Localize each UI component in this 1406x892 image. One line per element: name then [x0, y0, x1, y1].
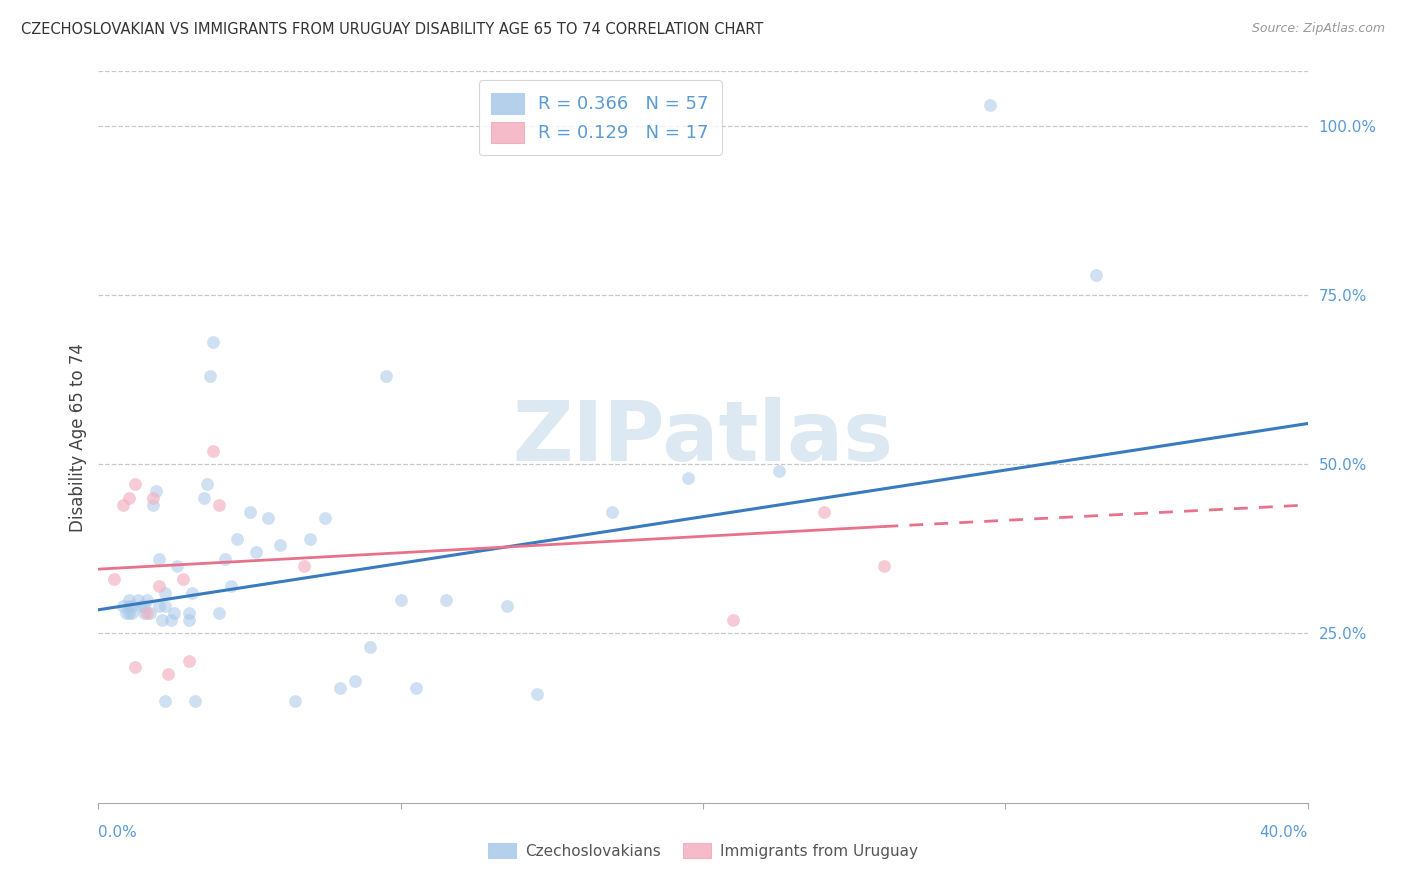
- Point: [405, 681, 427, 695]
- Point: [195, 477, 218, 491]
- Point: [177, 654, 201, 668]
- Point: [676, 471, 699, 485]
- Point: [344, 673, 367, 688]
- Text: ZIPatlas: ZIPatlas: [513, 397, 893, 477]
- Text: 0.0%: 0.0%: [98, 825, 138, 840]
- Point: [299, 532, 322, 546]
- Point: [132, 606, 155, 620]
- Legend: Czechoslovakians, Immigrants from Uruguay: Czechoslovakians, Immigrants from Urugua…: [482, 837, 924, 864]
- Y-axis label: Disability Age 65 to 74: Disability Age 65 to 74: [69, 343, 87, 532]
- Point: [153, 694, 176, 708]
- Point: [495, 599, 517, 614]
- Point: [200, 369, 222, 384]
- Point: [256, 511, 278, 525]
- Point: [374, 369, 396, 384]
- Point: [111, 498, 134, 512]
- Point: [602, 505, 624, 519]
- Point: [145, 484, 167, 499]
- Point: [177, 606, 201, 620]
- Point: [153, 586, 176, 600]
- Point: [221, 579, 243, 593]
- Point: [292, 558, 315, 573]
- Point: [132, 599, 155, 614]
- Point: [208, 498, 231, 512]
- Point: [193, 491, 215, 505]
- Point: [184, 694, 207, 708]
- Point: [124, 660, 146, 674]
- Point: [208, 606, 231, 620]
- Point: [118, 491, 141, 505]
- Point: [148, 579, 170, 593]
- Point: [284, 694, 307, 708]
- Point: [239, 505, 262, 519]
- Point: [245, 545, 267, 559]
- Point: [214, 552, 236, 566]
- Point: [526, 688, 548, 702]
- Point: [150, 613, 173, 627]
- Point: [103, 572, 125, 586]
- Point: [389, 592, 412, 607]
- Point: [127, 592, 149, 607]
- Point: [1085, 268, 1108, 282]
- Point: [118, 592, 141, 607]
- Point: [202, 335, 225, 350]
- Point: [135, 606, 157, 620]
- Point: [111, 599, 134, 614]
- Point: [135, 592, 157, 607]
- Text: Source: ZipAtlas.com: Source: ZipAtlas.com: [1251, 22, 1385, 36]
- Point: [873, 558, 896, 573]
- Text: 40.0%: 40.0%: [1260, 825, 1308, 840]
- Point: [114, 606, 136, 620]
- Point: [181, 586, 204, 600]
- Point: [434, 592, 457, 607]
- Point: [121, 599, 143, 614]
- Point: [118, 606, 141, 620]
- Point: [118, 599, 141, 614]
- Point: [721, 613, 744, 627]
- Point: [153, 599, 176, 614]
- Point: [124, 477, 146, 491]
- Point: [979, 98, 1001, 112]
- Point: [129, 599, 152, 614]
- Point: [360, 640, 382, 654]
- Point: [163, 606, 186, 620]
- Point: [329, 681, 352, 695]
- Point: [148, 552, 170, 566]
- Point: [156, 667, 179, 681]
- Point: [177, 613, 201, 627]
- Point: [172, 572, 194, 586]
- Point: [160, 613, 183, 627]
- Point: [166, 558, 188, 573]
- Point: [121, 606, 143, 620]
- Text: CZECHOSLOVAKIAN VS IMMIGRANTS FROM URUGUAY DISABILITY AGE 65 TO 74 CORRELATION C: CZECHOSLOVAKIAN VS IMMIGRANTS FROM URUGU…: [21, 22, 763, 37]
- Point: [269, 538, 291, 552]
- Point: [148, 599, 170, 614]
- Point: [314, 511, 336, 525]
- Point: [142, 491, 165, 505]
- Point: [139, 606, 162, 620]
- Point: [142, 498, 165, 512]
- Point: [768, 464, 790, 478]
- Point: [226, 532, 249, 546]
- Point: [202, 443, 225, 458]
- Point: [813, 505, 835, 519]
